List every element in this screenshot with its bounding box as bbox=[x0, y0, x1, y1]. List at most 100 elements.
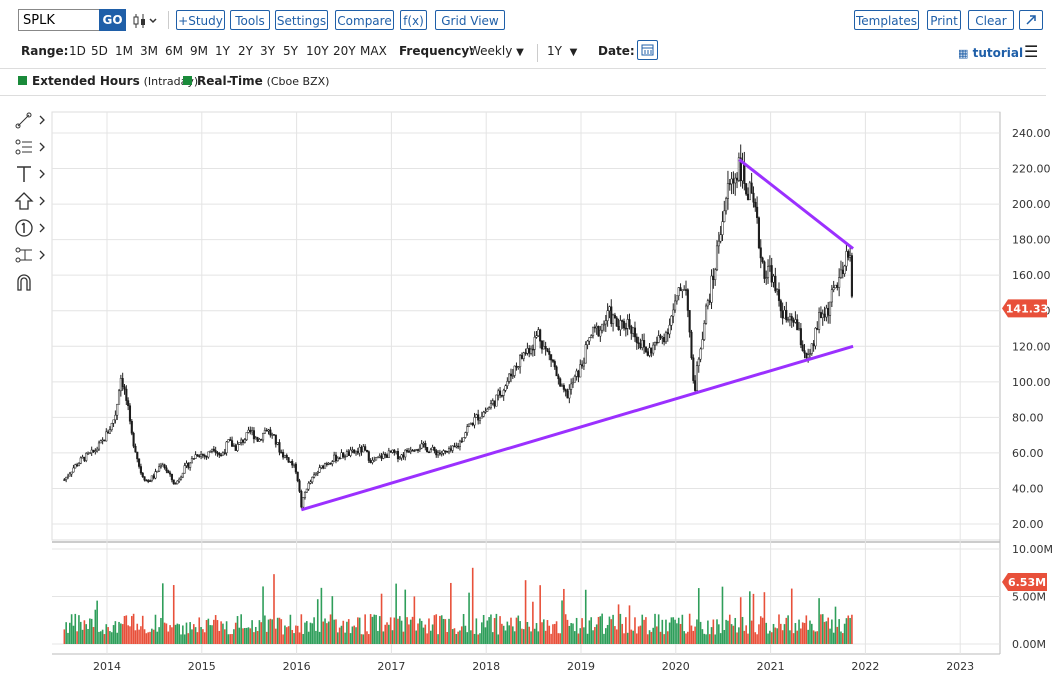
candle-body bbox=[730, 178, 733, 185]
volume-bar bbox=[564, 614, 567, 644]
volume-bar bbox=[289, 614, 292, 644]
tutorial-link[interactable]: ▦ tutorial bbox=[958, 46, 1023, 60]
candle-body bbox=[708, 300, 711, 303]
range-1d[interactable]: 1D bbox=[69, 44, 86, 58]
number-tool-icon[interactable] bbox=[14, 218, 50, 240]
candle-body bbox=[818, 312, 821, 330]
price-tick-label: 40.00 bbox=[1012, 482, 1044, 495]
volume-bar bbox=[521, 628, 523, 644]
candle-body bbox=[584, 344, 587, 364]
range-3m[interactable]: 3M bbox=[140, 44, 158, 58]
frequency-select[interactable]: Weekly ▼ bbox=[469, 44, 524, 58]
volume-bar bbox=[114, 621, 117, 644]
candle-body bbox=[406, 449, 409, 452]
measure-tool-icon[interactable] bbox=[14, 245, 50, 267]
range-9m[interactable]: 9M bbox=[190, 44, 208, 58]
volume-bar bbox=[781, 630, 784, 644]
chevron-down-icon: ▼ bbox=[569, 47, 578, 58]
clear-button[interactable]: Clear bbox=[968, 10, 1014, 30]
volume-bar bbox=[211, 625, 213, 644]
print-button[interactable]: Print bbox=[927, 10, 961, 30]
volume-bar bbox=[776, 628, 778, 644]
candle-body bbox=[648, 347, 651, 356]
range-6m[interactable]: 6M bbox=[165, 44, 183, 58]
range-3y[interactable]: 3Y bbox=[260, 44, 275, 58]
range-2y[interactable]: 2Y bbox=[238, 44, 253, 58]
volume-bar bbox=[648, 630, 651, 644]
candle-body bbox=[185, 462, 188, 466]
range-max[interactable]: MAX bbox=[360, 44, 387, 58]
candle-body bbox=[303, 491, 307, 498]
volume-bar bbox=[120, 623, 122, 644]
volume-bar bbox=[236, 616, 239, 644]
compare-button[interactable]: Compare bbox=[335, 10, 394, 30]
tools-button[interactable]: Tools bbox=[230, 10, 270, 30]
time-tick-label: 2021 bbox=[757, 660, 785, 673]
calendar-icon[interactable] bbox=[637, 40, 658, 60]
candle-body bbox=[699, 348, 702, 360]
line-tool-icon[interactable] bbox=[14, 110, 50, 132]
expand-arrow-icon[interactable] bbox=[1019, 10, 1043, 30]
candle-body bbox=[138, 458, 141, 467]
candle-body bbox=[130, 420, 133, 434]
legend-extended-label: Extended Hours bbox=[32, 74, 140, 88]
fib-tool-icon[interactable] bbox=[14, 137, 50, 159]
volume-bar bbox=[707, 620, 709, 644]
volume-bar bbox=[772, 623, 775, 644]
go-button[interactable]: GO bbox=[99, 9, 126, 31]
text-tool-icon[interactable] bbox=[14, 164, 50, 186]
candle-body bbox=[163, 464, 166, 469]
range-5d[interactable]: 5D bbox=[91, 44, 108, 58]
candle-body bbox=[675, 295, 678, 302]
candle-body bbox=[586, 340, 589, 345]
candle-body bbox=[659, 335, 662, 338]
range-5y[interactable]: 5Y bbox=[283, 44, 298, 58]
period-select[interactable]: 1Y ▼ bbox=[547, 44, 577, 58]
volume-bar bbox=[264, 615, 266, 644]
volume-bar bbox=[668, 622, 671, 644]
candle-body bbox=[850, 255, 853, 297]
symbol-input[interactable] bbox=[18, 9, 100, 31]
templates-button[interactable]: Templates bbox=[854, 10, 919, 30]
candle-body bbox=[770, 265, 773, 283]
candlestick-icon[interactable] bbox=[131, 12, 161, 30]
legend-swatch bbox=[18, 76, 27, 85]
settings-button[interactable]: Settings bbox=[275, 10, 328, 30]
candle-body bbox=[298, 480, 301, 492]
volume-bar bbox=[271, 619, 273, 644]
range-20y[interactable]: 20Y bbox=[333, 44, 356, 58]
volume-bar bbox=[612, 614, 614, 644]
candle-body bbox=[595, 326, 598, 329]
candle-body bbox=[88, 452, 91, 455]
candle-body bbox=[440, 452, 443, 455]
function-button[interactable]: f(x) bbox=[400, 10, 427, 30]
legend-extended-hours[interactable]: Extended Hours (Intraday) bbox=[18, 74, 198, 88]
volume-bar bbox=[783, 624, 786, 644]
volume-bar bbox=[203, 632, 206, 644]
candle-body bbox=[555, 366, 558, 377]
volume-bar bbox=[362, 634, 365, 644]
candle-body bbox=[604, 320, 607, 325]
candle-body bbox=[110, 423, 113, 431]
range-1y[interactable]: 1Y bbox=[215, 44, 230, 58]
candle-body bbox=[752, 192, 755, 203]
candle-body bbox=[690, 331, 693, 359]
hamburger-menu-icon[interactable]: ☰ bbox=[1024, 42, 1039, 61]
volume-bar bbox=[526, 621, 529, 644]
add-study-button[interactable]: +Study bbox=[176, 10, 225, 30]
magnet-icon[interactable] bbox=[14, 272, 50, 294]
candle-body bbox=[351, 449, 354, 452]
legend-realtime[interactable]: Real-Time (Cboe BZX) bbox=[183, 74, 329, 88]
candle-body bbox=[333, 454, 336, 462]
grid-view-button[interactable]: Grid View bbox=[435, 10, 505, 30]
volume-bar bbox=[132, 613, 135, 644]
volume-bar bbox=[373, 614, 376, 644]
arrow-tool-icon[interactable] bbox=[14, 191, 50, 213]
candle-body bbox=[582, 362, 585, 367]
volume-bar bbox=[780, 623, 782, 644]
range-1m[interactable]: 1M bbox=[115, 44, 133, 58]
range-10y[interactable]: 10Y bbox=[306, 44, 329, 58]
volume-bar bbox=[409, 619, 412, 644]
candle-body bbox=[526, 348, 529, 354]
candle-body bbox=[291, 461, 294, 466]
